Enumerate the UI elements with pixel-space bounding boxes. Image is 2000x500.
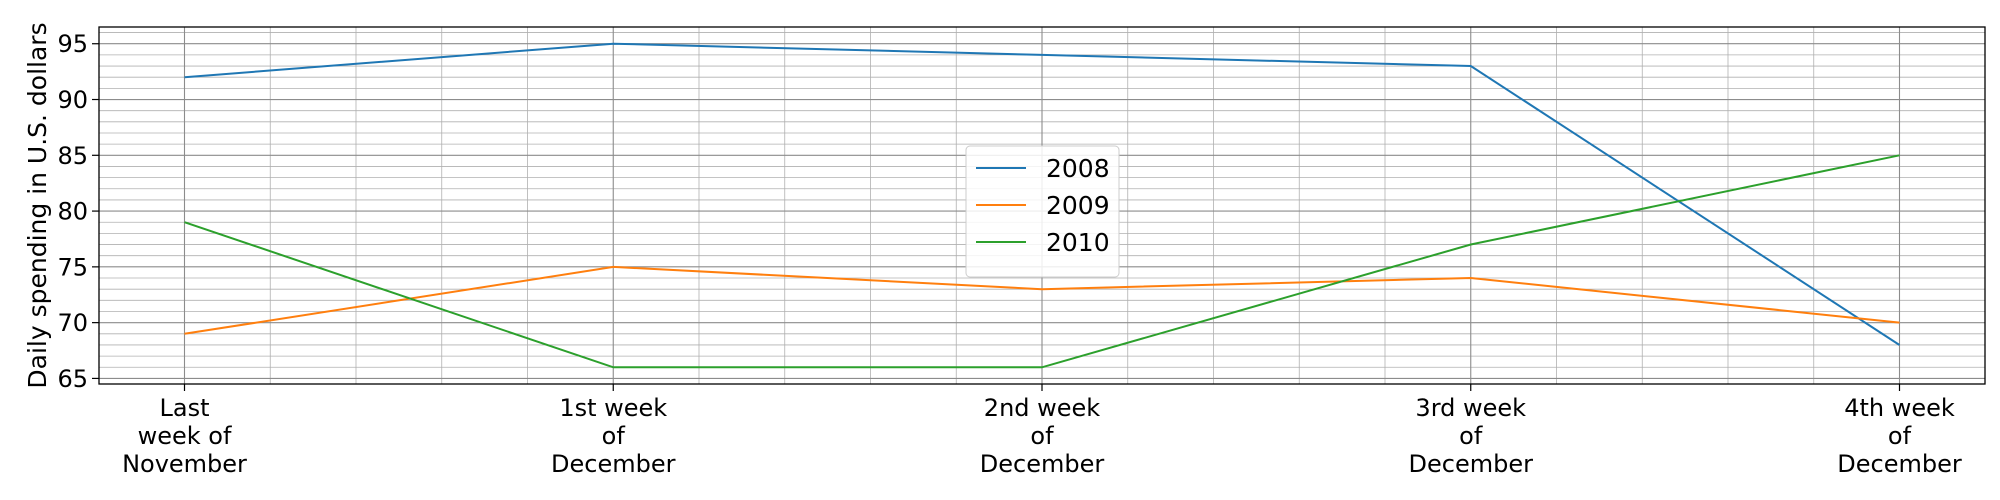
- x-tick-label: 3rd week of December: [1409, 394, 1534, 478]
- series-line-2008: [184, 42, 1901, 346]
- legend-label: 2008: [1046, 154, 1110, 183]
- x-tick-label: 2nd week of December: [980, 394, 1105, 478]
- legend-box: [965, 145, 1120, 278]
- y-tick-label: 90: [57, 86, 88, 114]
- y-tick-label: 70: [57, 309, 88, 337]
- y-tick-label: 80: [57, 198, 88, 226]
- x-tick-label: 1st week of December: [551, 394, 676, 478]
- y-tick-label: 85: [57, 142, 88, 170]
- legend-label: 2010: [1046, 228, 1110, 257]
- y-axis-label: Daily spending in U.S. dollars: [23, 22, 52, 388]
- x-tick-label: Last week of November: [122, 394, 247, 478]
- series-line-2010: [184, 154, 1900, 369]
- legend: 2008 2009 2010: [965, 145, 1120, 278]
- legend-label: 2009: [1046, 191, 1110, 220]
- y-tick-label: 95: [57, 30, 88, 58]
- axis-ticks: 65 70 75 80 85 90 95 Last week of November 1st wee…: [57, 30, 1961, 478]
- x-tick-label: 4th week of December: [1837, 394, 1962, 478]
- series-lines: [184, 42, 1901, 369]
- y-tick-label: 65: [57, 365, 88, 393]
- y-tick-label: 75: [57, 253, 88, 281]
- series-line-2009: [184, 265, 1900, 335]
